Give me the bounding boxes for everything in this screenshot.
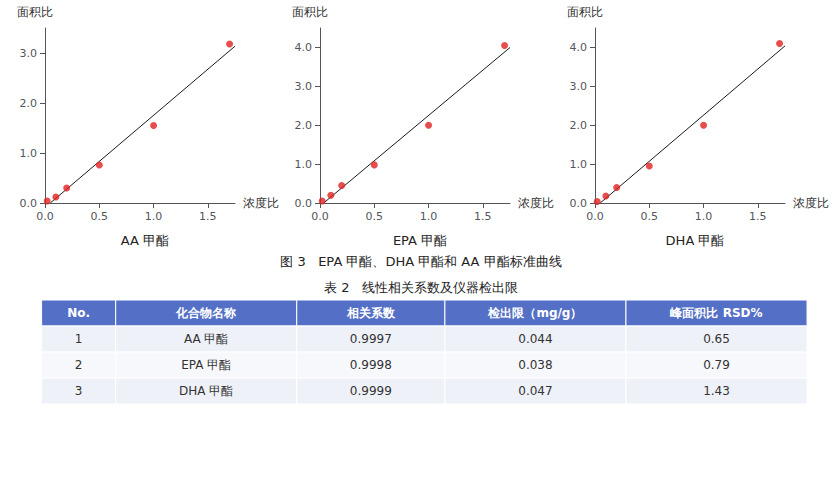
svg-text:DHA 甲酯: DHA 甲酯 xyxy=(666,233,725,248)
svg-text:0.65: 0.65 xyxy=(703,332,730,346)
svg-text:0.0: 0.0 xyxy=(311,210,329,223)
svg-text:AA 甲酯: AA 甲酯 xyxy=(121,233,169,248)
svg-text:1.0: 1.0 xyxy=(295,158,313,171)
svg-text:浓度比: 浓度比 xyxy=(243,196,279,210)
svg-text:1.0: 1.0 xyxy=(145,210,163,223)
svg-text:0.5: 0.5 xyxy=(366,210,384,223)
svg-text:0.5: 0.5 xyxy=(641,210,659,223)
svg-text:3: 3 xyxy=(75,384,83,398)
svg-text:表 2 线性相关系数及仪器检出限: 表 2 线性相关系数及仪器检出限 xyxy=(324,280,518,295)
svg-text:2: 2 xyxy=(75,358,83,372)
svg-text:0.9998: 0.9998 xyxy=(350,358,392,372)
svg-text:4.0: 4.0 xyxy=(295,41,313,54)
svg-text:1.0: 1.0 xyxy=(20,147,38,160)
svg-text:2.0: 2.0 xyxy=(295,119,313,132)
svg-text:化合物名称: 化合物名称 xyxy=(175,306,237,320)
svg-text:EPA 甲酯: EPA 甲酯 xyxy=(181,358,231,372)
svg-text:4.0: 4.0 xyxy=(570,41,588,54)
svg-text:DHA 甲酯: DHA 甲酯 xyxy=(179,384,233,398)
svg-text:0.0: 0.0 xyxy=(295,197,313,210)
svg-text:1: 1 xyxy=(75,332,83,346)
svg-text:1.0: 1.0 xyxy=(570,158,588,171)
svg-text:浓度比: 浓度比 xyxy=(518,196,554,210)
svg-text:峰面积比 RSD%: 峰面积比 RSD% xyxy=(670,306,762,320)
svg-text:AA 甲酯: AA 甲酯 xyxy=(184,332,229,346)
svg-text:0.9999: 0.9999 xyxy=(350,384,392,398)
svg-text:3.0: 3.0 xyxy=(20,47,38,60)
svg-text:相关系数: 相关系数 xyxy=(346,306,396,320)
svg-text:1.5: 1.5 xyxy=(749,210,767,223)
svg-text:3.0: 3.0 xyxy=(570,80,588,93)
svg-text:2.0: 2.0 xyxy=(20,97,38,110)
svg-text:浓度比: 浓度比 xyxy=(793,196,829,210)
svg-text:0.044: 0.044 xyxy=(518,332,552,346)
svg-text:1.5: 1.5 xyxy=(474,210,492,223)
svg-text:0.0: 0.0 xyxy=(570,197,588,210)
svg-text:1.0: 1.0 xyxy=(420,210,438,223)
svg-text:0.038: 0.038 xyxy=(518,358,552,372)
svg-text:0.0: 0.0 xyxy=(36,210,54,223)
svg-text:面积比: 面积比 xyxy=(567,5,603,19)
svg-text:No.: No. xyxy=(67,306,90,320)
svg-text:0.047: 0.047 xyxy=(518,384,552,398)
svg-text:检出限（mg/g）: 检出限（mg/g） xyxy=(487,306,582,320)
svg-text:0.5: 0.5 xyxy=(91,210,109,223)
svg-text:0.0: 0.0 xyxy=(586,210,604,223)
svg-text:面积比: 面积比 xyxy=(17,5,53,19)
svg-text:图 3 EPA 甲酯、DHA 甲酯和 AA 甲酯标准曲线: 图 3 EPA 甲酯、DHA 甲酯和 AA 甲酯标准曲线 xyxy=(280,254,561,269)
svg-text:0.0: 0.0 xyxy=(20,197,38,210)
svg-text:1.0: 1.0 xyxy=(695,210,713,223)
svg-text:1.43: 1.43 xyxy=(703,384,730,398)
svg-text:2.0: 2.0 xyxy=(570,119,588,132)
svg-text:3.0: 3.0 xyxy=(295,80,313,93)
svg-text:0.79: 0.79 xyxy=(703,358,730,372)
svg-text:0.9997: 0.9997 xyxy=(350,332,392,346)
svg-text:EPA 甲酯: EPA 甲酯 xyxy=(393,233,447,248)
svg-text:1.5: 1.5 xyxy=(199,210,217,223)
svg-text:面积比: 面积比 xyxy=(292,5,328,19)
